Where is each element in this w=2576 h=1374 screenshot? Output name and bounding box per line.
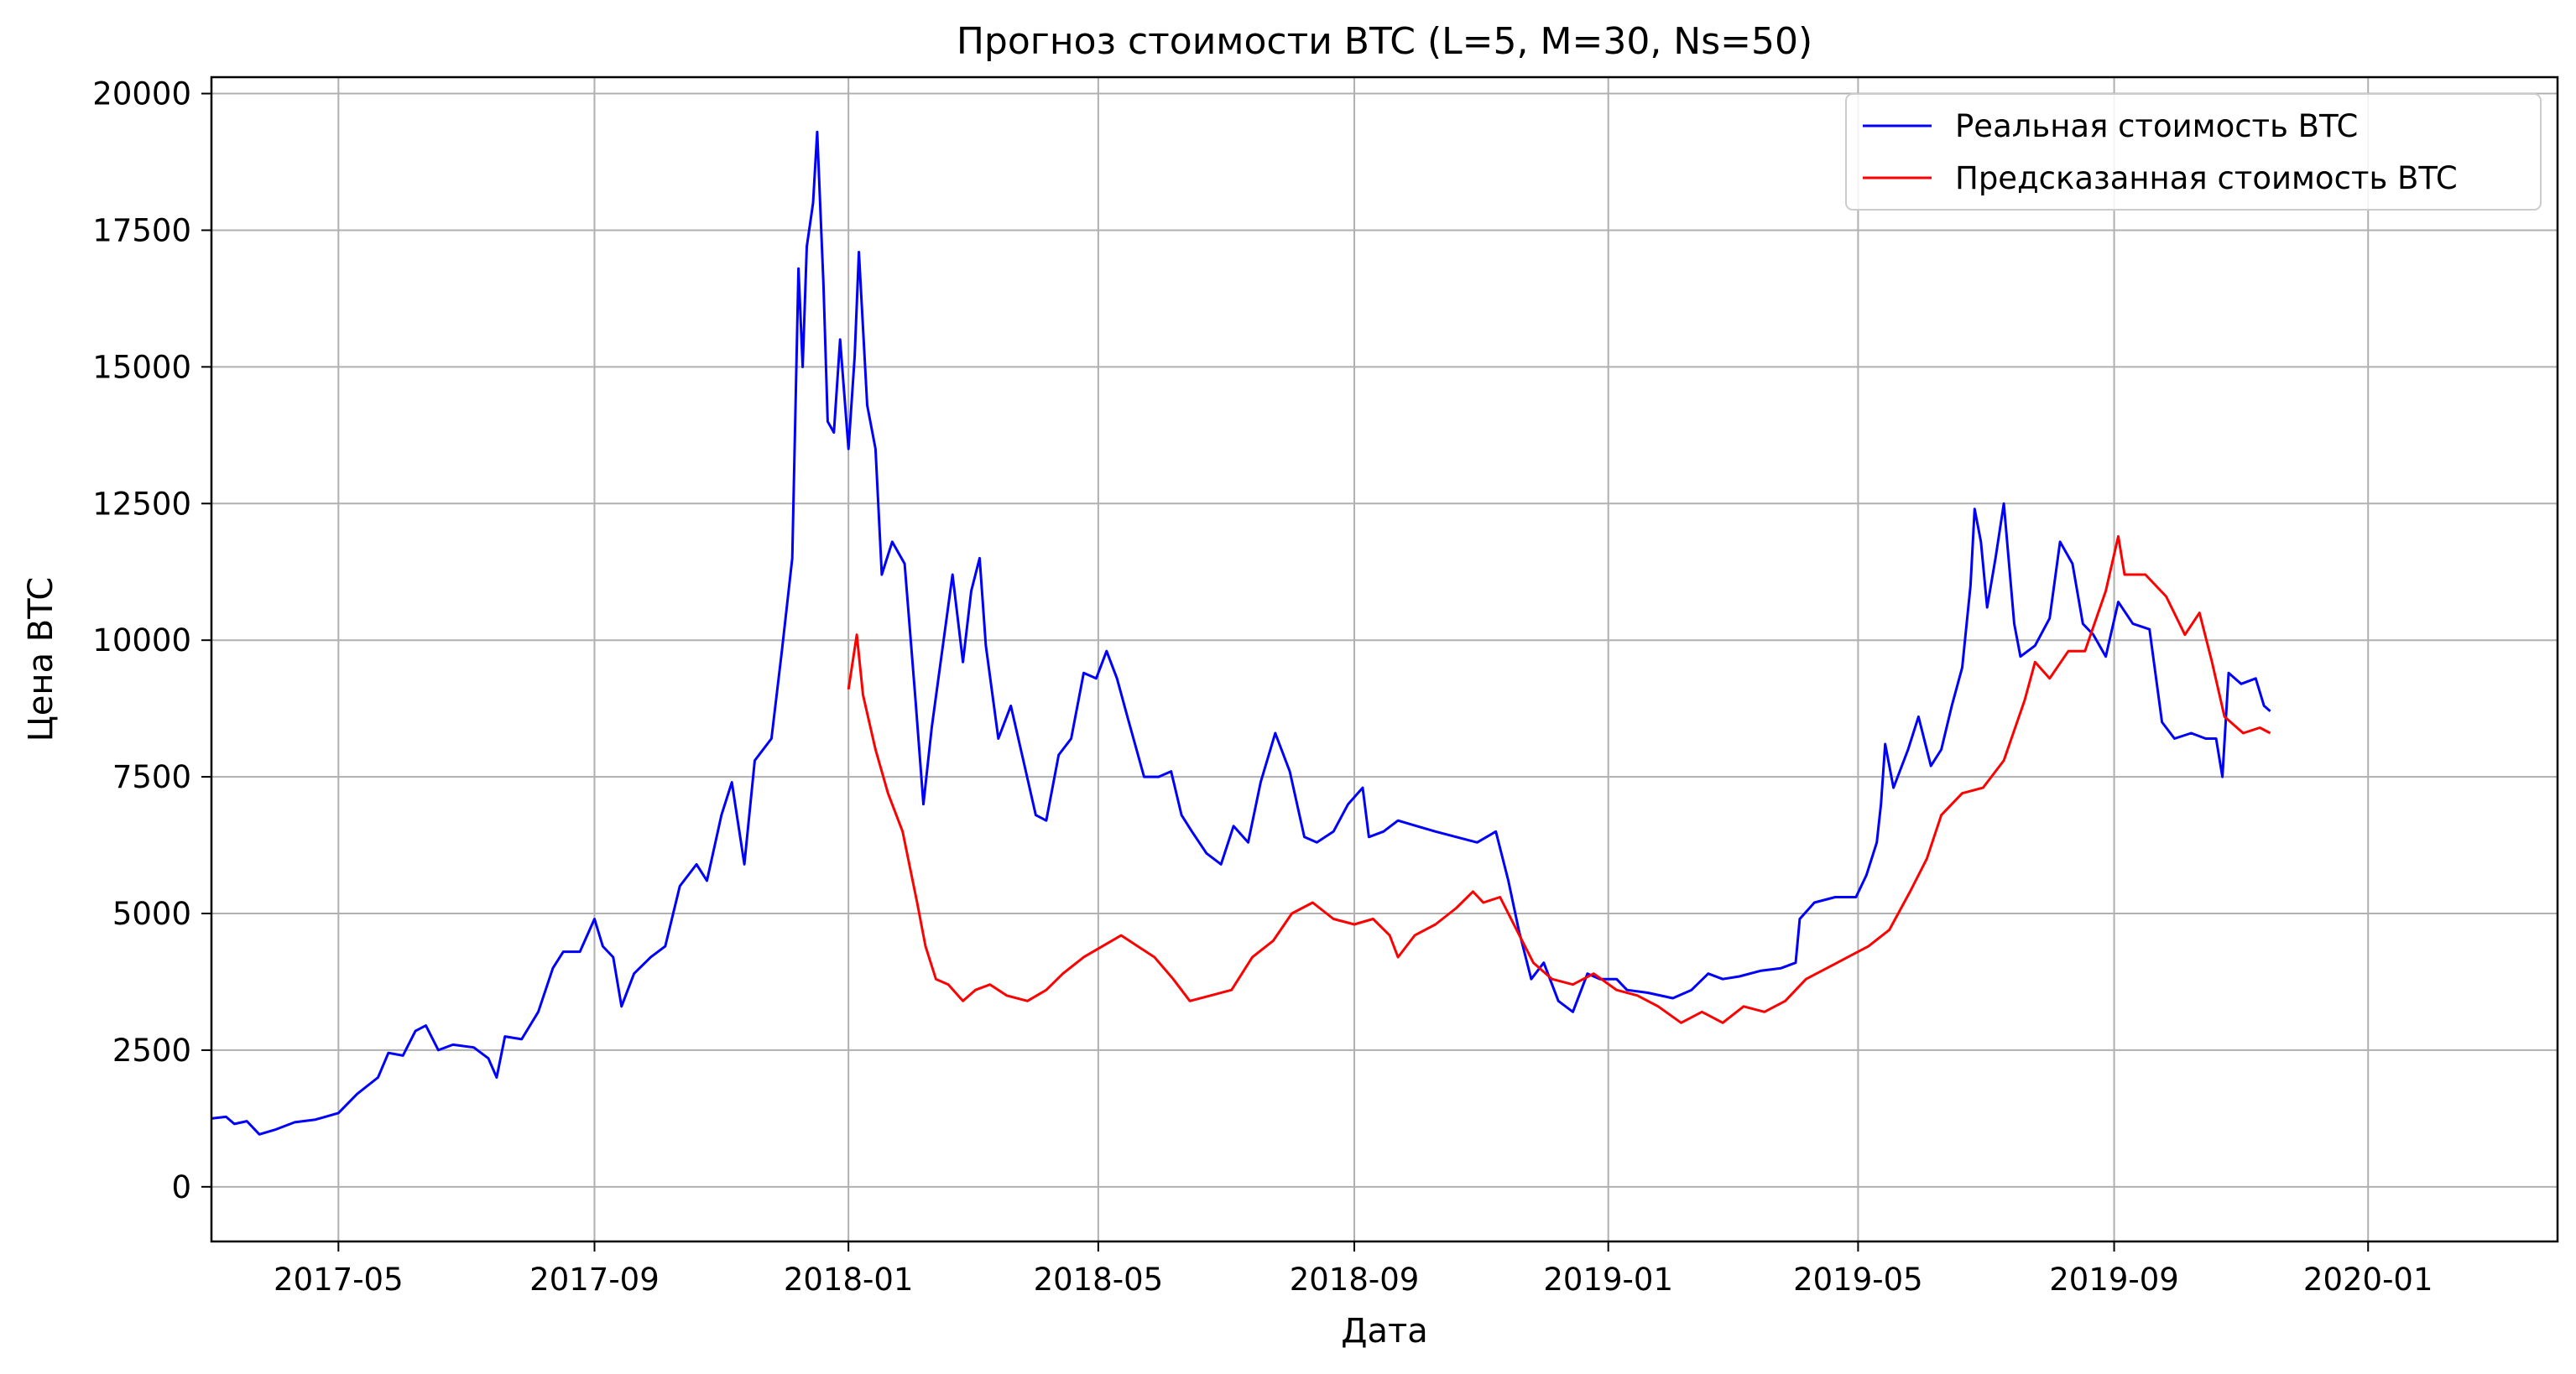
- x-tick-label: 2019-01: [1543, 1262, 1673, 1298]
- y-tick-label: 15000: [92, 349, 191, 385]
- legend: Реальная стоимость BTC Предсказанная сто…: [1845, 93, 2542, 211]
- series-line-real: [211, 130, 2271, 1136]
- y-tick-label: 17500: [92, 212, 191, 248]
- x-tick-label: 2018-09: [1290, 1262, 1420, 1298]
- legend-label-predicted: Предсказанная стоимость BTC: [1955, 160, 2458, 196]
- x-tick-label: 2017-05: [274, 1262, 404, 1298]
- y-tick-label: 20000: [92, 76, 191, 112]
- x-tick-label: 2020-01: [2303, 1262, 2433, 1298]
- ticks: 2017-05 2017-09 2018-01 2018-05 2018-09 2019-…: [92, 76, 2433, 1298]
- y-tick-label: 7500: [112, 759, 191, 795]
- y-tick-label: 10000: [92, 622, 191, 658]
- x-axis-label: Дата: [1341, 1312, 1428, 1351]
- y-axis-label: Цена BTC: [22, 577, 60, 742]
- series-line-predicted: [847, 534, 2271, 1024]
- x-tick-label: 2018-05: [1034, 1262, 1164, 1298]
- y-tick-label: 5000: [112, 896, 191, 932]
- x-tick-label: 2017-09: [529, 1262, 660, 1298]
- chart-title: Прогноз стоимости BTC (L=5, M=30, Ns=50): [957, 20, 1812, 63]
- legend-label-real: Реальная стоимость BTC: [1955, 108, 2358, 144]
- grid: [211, 77, 2558, 1241]
- x-tick-label: 2018-01: [784, 1262, 914, 1298]
- y-tick-label: 12500: [92, 486, 191, 522]
- y-tick-label: 0: [171, 1169, 191, 1205]
- legend-box: [1845, 93, 2542, 211]
- y-tick-label: 2500: [112, 1033, 191, 1069]
- x-tick-label: 2019-09: [2049, 1262, 2179, 1298]
- plot-frame: [210, 75, 2559, 1243]
- series-layer: [211, 130, 2271, 1136]
- x-tick-label: 2019-05: [1793, 1262, 1923, 1298]
